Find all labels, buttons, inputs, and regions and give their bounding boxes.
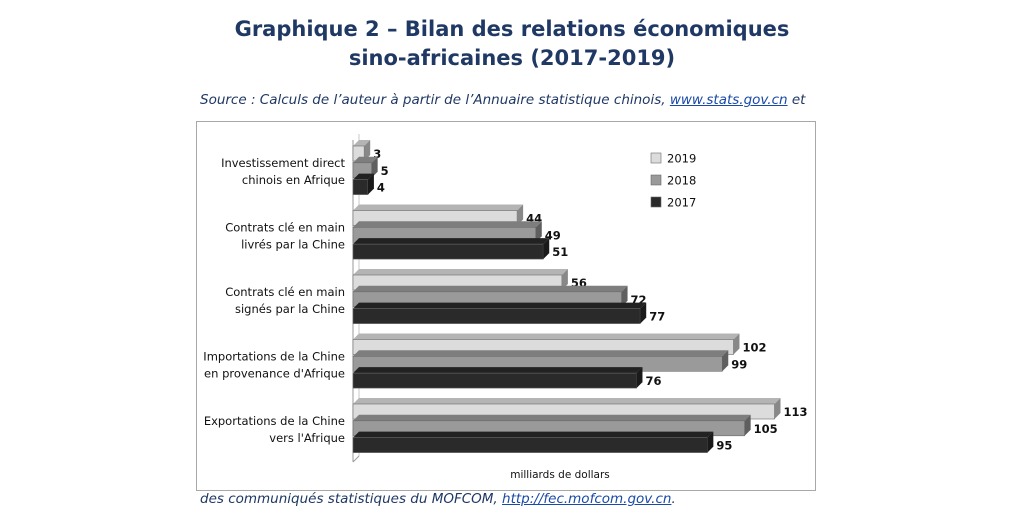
footer-suffix: . bbox=[671, 491, 676, 507]
bar-2017 bbox=[352, 243, 544, 260]
bar-side-face bbox=[744, 414, 751, 436]
bar-side-face bbox=[367, 173, 374, 195]
bar-2017 bbox=[352, 308, 641, 324]
chart-title-line-2: sino-africaines (2017-2019) bbox=[348, 46, 676, 70]
data-label: 3 bbox=[373, 147, 381, 161]
bar-2017 bbox=[352, 437, 708, 453]
category-label: signés par la Chine bbox=[235, 302, 345, 316]
bar-side-face bbox=[517, 204, 524, 226]
bar-side-face bbox=[774, 398, 781, 419]
x-axis-title: milliards de dollars bbox=[510, 469, 610, 481]
bar-top-face bbox=[353, 350, 729, 357]
category-label: Exportations de la Chine bbox=[204, 414, 345, 428]
category-label: livrés par la Chine bbox=[241, 238, 345, 252]
bar-2017 bbox=[352, 372, 637, 389]
bar-side-face bbox=[722, 350, 729, 372]
chart-frame bbox=[196, 121, 816, 491]
data-label: 95 bbox=[716, 439, 732, 453]
bar-side-face bbox=[707, 431, 714, 453]
bar-top-face bbox=[353, 204, 524, 211]
bar-side-face bbox=[364, 140, 371, 161]
category-label: Contrats clé en main bbox=[225, 221, 345, 235]
bar-top-face bbox=[353, 431, 714, 438]
bar-side-face bbox=[733, 333, 740, 355]
bar-side-face bbox=[621, 285, 628, 307]
bar-top-face bbox=[353, 269, 568, 275]
bar-top-face bbox=[353, 302, 647, 309]
legend-swatch-2019 bbox=[650, 152, 662, 164]
bar-top-face bbox=[353, 414, 751, 421]
bar-top-face bbox=[353, 285, 628, 292]
data-label: 77 bbox=[649, 310, 665, 324]
legend-label-2019: 2019 bbox=[667, 152, 696, 166]
data-label: 5 bbox=[381, 164, 389, 178]
bar-side-face bbox=[640, 302, 647, 324]
category-label: chinois en Afrique bbox=[242, 173, 345, 187]
category-label: Importations de la Chine bbox=[203, 350, 345, 364]
bar-top-face bbox=[353, 398, 781, 404]
data-label: 105 bbox=[754, 422, 778, 436]
bar-side-face bbox=[636, 367, 643, 389]
data-label: 51 bbox=[552, 245, 568, 259]
bar-top-face bbox=[353, 367, 643, 374]
bar-side-face bbox=[535, 221, 542, 243]
footer-note: des communiqués statistiques du MOFCOM, … bbox=[200, 491, 676, 507]
chart-title-line-1: Graphique 2 – Bilan des relations économ… bbox=[234, 17, 790, 41]
data-label: 76 bbox=[645, 374, 661, 388]
bar-top-face bbox=[353, 156, 378, 163]
category-label: en provenance d'Afrique bbox=[204, 367, 345, 381]
axis-corner-line bbox=[352, 455, 360, 463]
bar-top-face bbox=[353, 238, 550, 245]
data-label: 99 bbox=[731, 357, 747, 371]
data-label: 4 bbox=[377, 181, 385, 195]
bar-top-face bbox=[353, 221, 542, 228]
source-suffix: et bbox=[787, 92, 806, 108]
bar-top-face bbox=[353, 333, 740, 340]
bar-side-face bbox=[543, 238, 550, 260]
bar-top-face bbox=[353, 173, 374, 180]
stats-gov-link[interactable]: www.stats.gov.cn bbox=[669, 92, 788, 108]
legend-label-2018: 2018 bbox=[667, 174, 696, 188]
bar-side-face bbox=[561, 269, 568, 290]
category-label: Contrats clé en main bbox=[225, 285, 345, 299]
category-label: Investissement direct bbox=[221, 156, 345, 170]
source-note: Source : Calculs de l’auteur à partir de… bbox=[200, 92, 805, 108]
bar-side-face bbox=[371, 156, 378, 178]
legend-swatch-2017 bbox=[650, 196, 662, 208]
data-label: 113 bbox=[783, 405, 807, 419]
mofcom-link[interactable]: http://fec.mofcom.gov.cn bbox=[502, 491, 672, 507]
data-label: 102 bbox=[742, 341, 766, 355]
legend-swatch-2018 bbox=[650, 174, 662, 186]
bar-top-face bbox=[353, 140, 371, 146]
bar-2017 bbox=[352, 179, 369, 195]
footer-prefix: des communiqués statistiques du MOFCOM, bbox=[200, 491, 503, 507]
source-prefix: Source : Calculs de l’auteur à partir de… bbox=[200, 92, 670, 108]
category-label: vers l'Afrique bbox=[269, 431, 345, 445]
legend-label-2017: 2017 bbox=[667, 196, 696, 210]
